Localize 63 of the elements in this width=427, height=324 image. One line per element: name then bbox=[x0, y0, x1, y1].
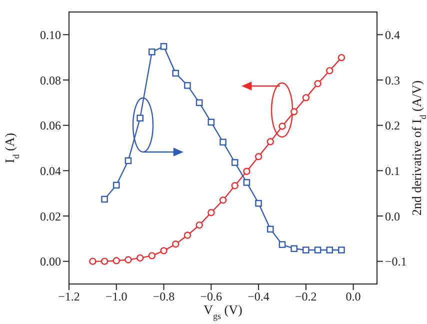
x-tick-label: −0.4 bbox=[248, 290, 270, 304]
point bbox=[255, 200, 262, 207]
x-tick-label: −0.2 bbox=[295, 290, 317, 304]
point bbox=[290, 245, 298, 252]
point bbox=[101, 196, 108, 203]
point bbox=[254, 153, 262, 160]
y2-tick-label: 0.4 bbox=[385, 28, 400, 42]
y2-tick-label: 0.1 bbox=[385, 164, 400, 178]
point bbox=[278, 122, 286, 130]
point bbox=[338, 246, 345, 254]
y-tick-label: 0.00 bbox=[40, 254, 61, 269]
point bbox=[326, 67, 334, 74]
point bbox=[278, 241, 286, 248]
x-tick-label: −0.8 bbox=[152, 290, 175, 304]
point bbox=[172, 240, 180, 248]
point bbox=[314, 80, 322, 88]
x-tick-label: −1.2 bbox=[58, 290, 80, 304]
point bbox=[196, 221, 203, 229]
point bbox=[266, 138, 274, 146]
x-tick-label: −0.6 bbox=[200, 290, 222, 304]
point bbox=[266, 226, 274, 233]
y2-tick-label: 0.2 bbox=[385, 118, 400, 133]
point bbox=[208, 209, 215, 216]
point bbox=[302, 94, 310, 102]
point bbox=[148, 48, 156, 56]
point bbox=[219, 196, 227, 204]
y-tick-label: 0.08 bbox=[40, 73, 61, 88]
y2-tick-label: 0.3 bbox=[385, 73, 400, 88]
point bbox=[243, 168, 250, 175]
x-axis-title: V$_{gs}$ (V) bbox=[204, 302, 242, 321]
y2-tick-label: 0.0 bbox=[385, 209, 400, 224]
y-tick-label: 0.02 bbox=[40, 209, 61, 224]
point bbox=[231, 182, 238, 190]
point bbox=[184, 232, 192, 239]
x-tick-label: −1.0 bbox=[105, 290, 128, 304]
point bbox=[172, 70, 180, 77]
point bbox=[231, 159, 238, 166]
point bbox=[124, 157, 132, 164]
point bbox=[196, 99, 203, 106]
point bbox=[184, 82, 191, 89]
point bbox=[100, 258, 108, 265]
point bbox=[160, 247, 168, 254]
y-tick-label: 0.04 bbox=[40, 164, 61, 178]
point bbox=[136, 254, 144, 262]
point bbox=[208, 118, 215, 126]
point bbox=[290, 108, 298, 116]
point bbox=[124, 256, 132, 264]
point bbox=[314, 246, 322, 254]
point bbox=[160, 43, 168, 50]
point bbox=[338, 54, 346, 62]
x-tick-label: 0.0 bbox=[346, 290, 361, 304]
point bbox=[220, 138, 226, 146]
point bbox=[148, 252, 156, 260]
point bbox=[112, 257, 120, 264]
point bbox=[326, 246, 334, 254]
point bbox=[136, 114, 144, 122]
point bbox=[302, 246, 310, 254]
y-tick-label: 0.10 bbox=[40, 28, 61, 42]
point bbox=[112, 182, 120, 189]
point bbox=[89, 258, 96, 265]
y2-tick-label: −0.1 bbox=[385, 254, 407, 269]
y-tick-label: 0.06 bbox=[40, 118, 61, 133]
point bbox=[243, 179, 250, 186]
